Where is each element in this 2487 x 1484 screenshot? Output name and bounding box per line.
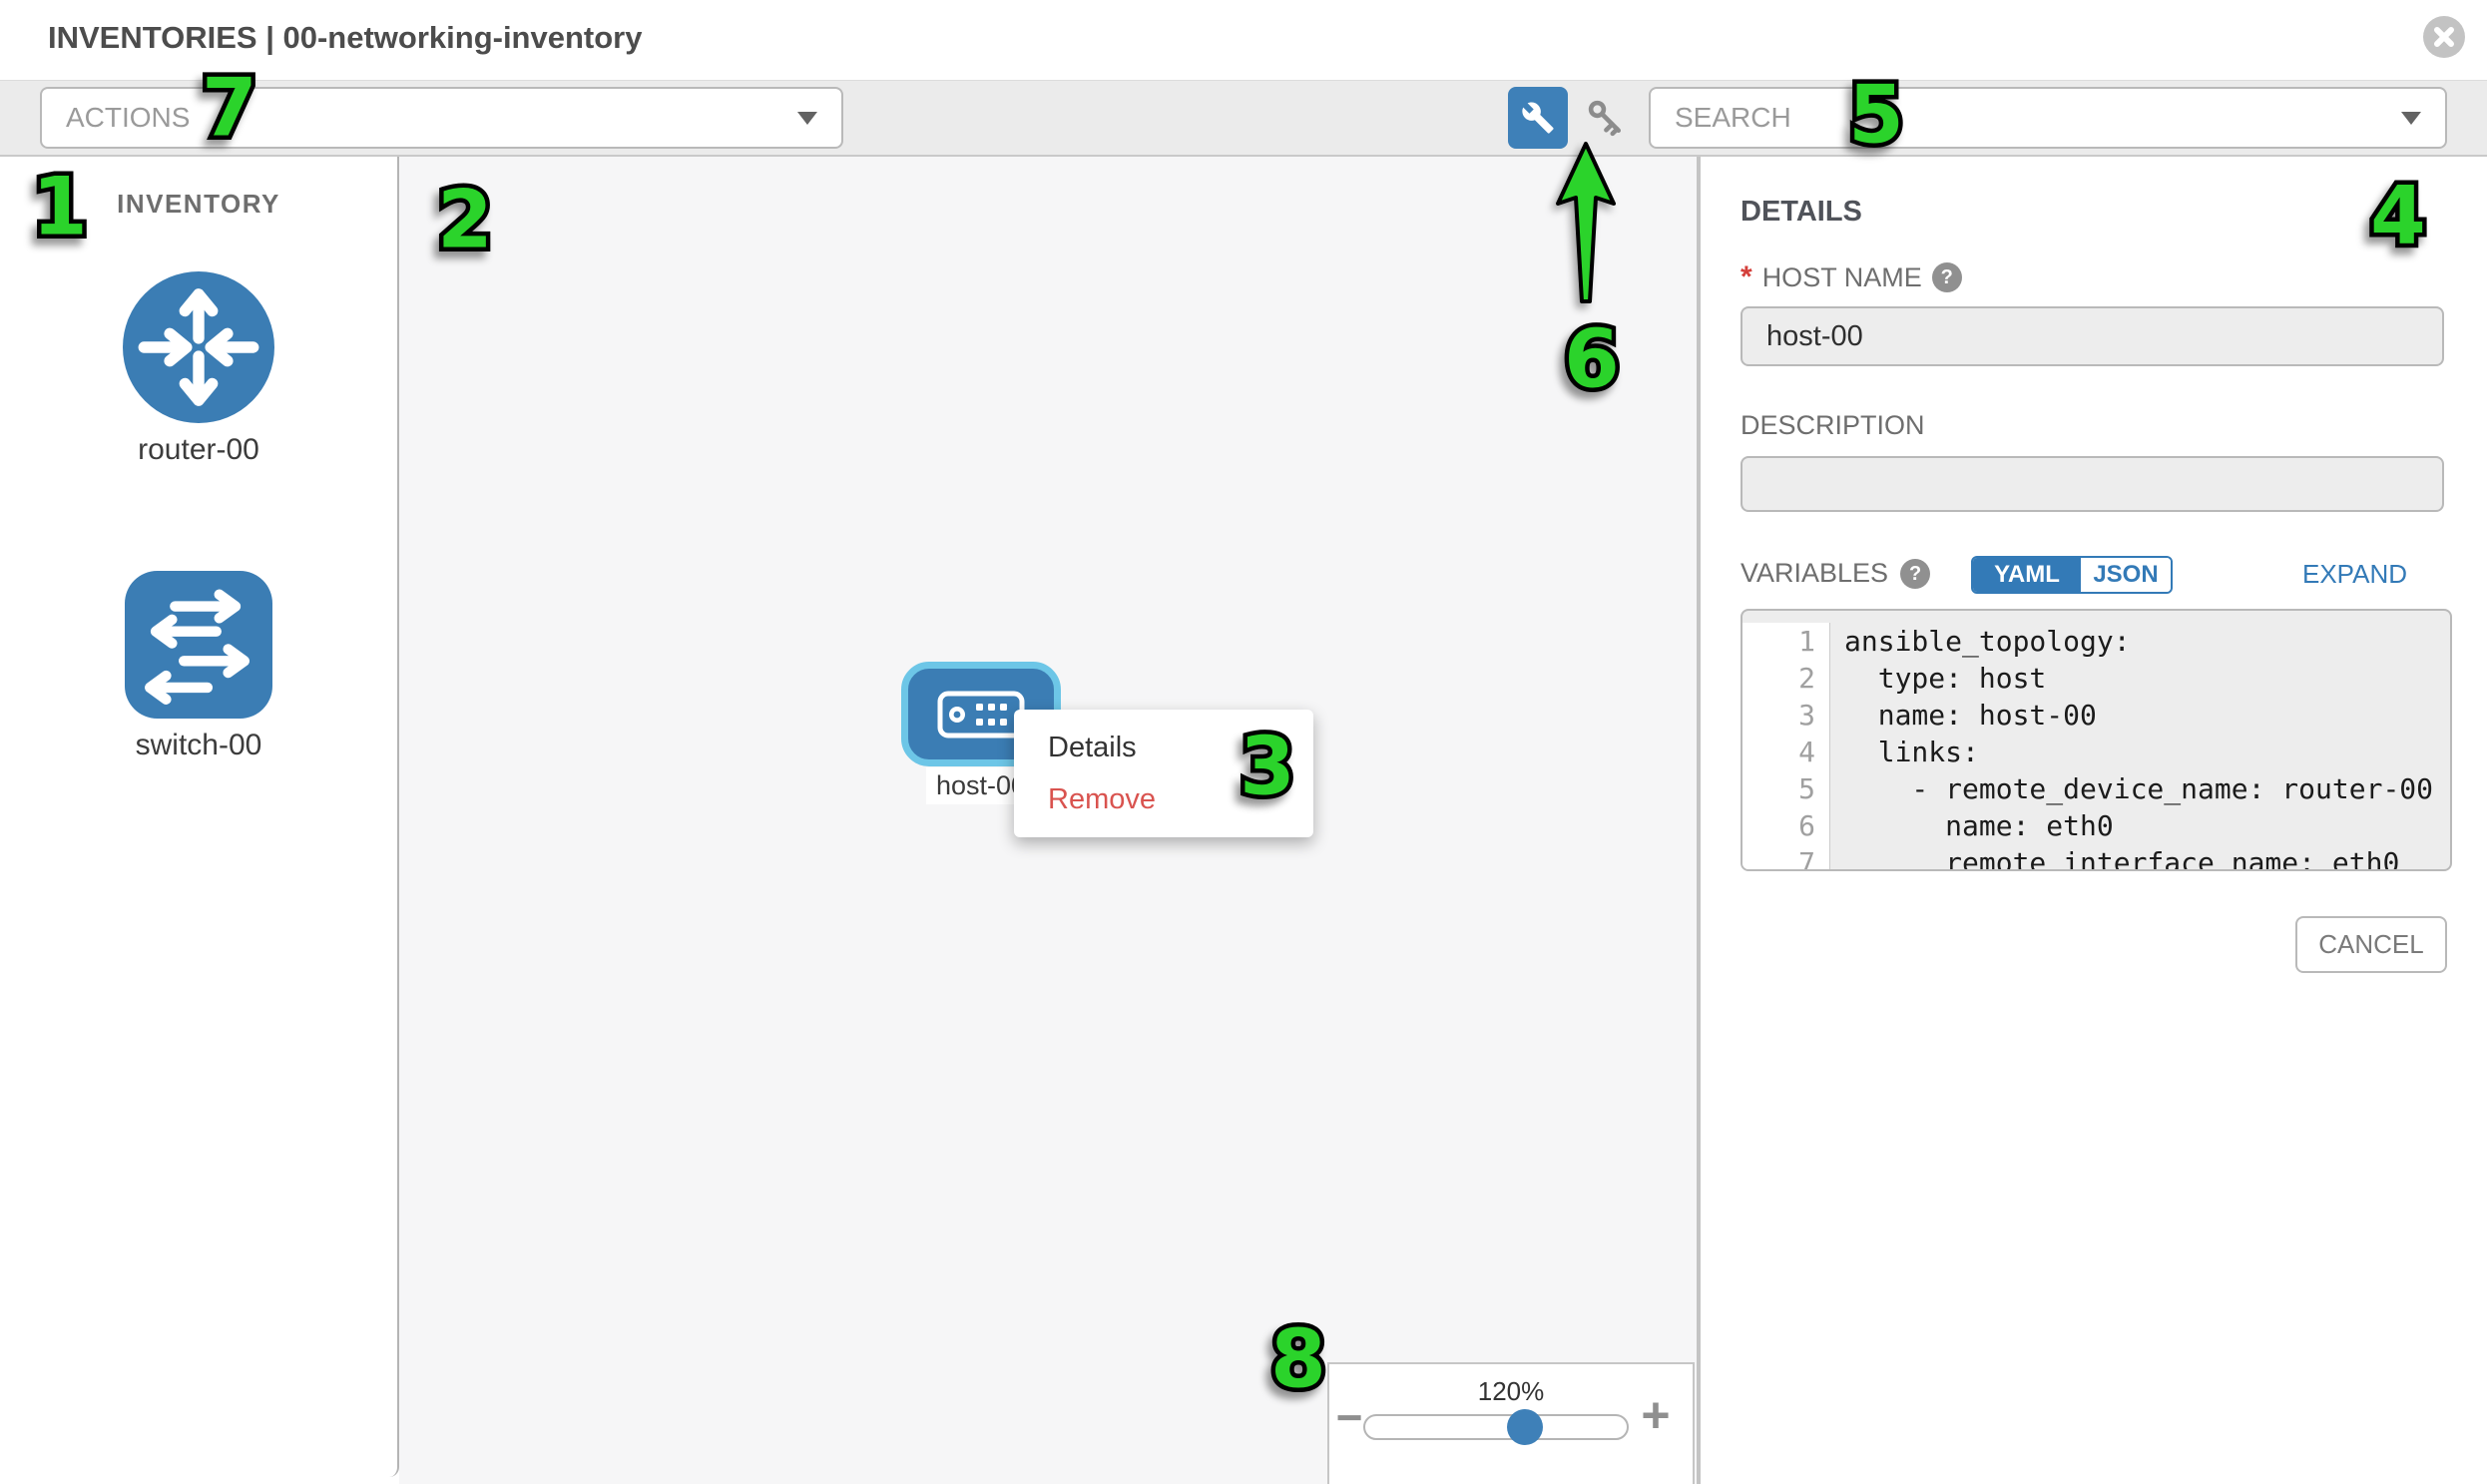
host-device-icon — [937, 691, 1025, 738]
page-title: INVENTORIES | 00-networking-inventory — [48, 20, 643, 55]
line-text: ansible_topology: — [1844, 625, 2131, 658]
line-number: 2 — [1742, 660, 1830, 697]
sidebar-item-label: router-00 — [138, 433, 259, 466]
variables-format-toggle: YAML JSON — [1971, 556, 2173, 594]
code-line: 1 ansible_topology: — [1742, 623, 2450, 660]
required-marker: * — [1741, 260, 1752, 293]
code-line: 2 type: host — [1742, 660, 2450, 697]
line-text: type: host — [1844, 662, 2047, 695]
variables-row: VARIABLES ? YAML JSON EXPAND — [1741, 555, 2449, 595]
line-text: links: — [1844, 736, 1979, 768]
chevron-down-icon — [2401, 111, 2421, 125]
description-input[interactable] — [1741, 456, 2444, 512]
zoom-in-button[interactable]: + — [1641, 1387, 1671, 1443]
cancel-button[interactable]: CANCEL — [2295, 916, 2447, 973]
topology-canvas[interactable]: host-00 Details Remove 120% − + — [399, 157, 1699, 1484]
switch-icon — [125, 571, 272, 719]
host-name-label-row: * HOST NAME ? — [1741, 260, 1962, 294]
toolbar: ACTIONS SEARCH — [0, 80, 2487, 157]
line-number: 1 — [1742, 623, 1830, 660]
expand-link[interactable]: EXPAND — [2302, 559, 2407, 589]
search-dropdown[interactable]: SEARCH — [1649, 87, 2447, 149]
json-toggle-button[interactable]: JSON — [2081, 558, 2171, 592]
zoom-control-panel: 120% − + — [1327, 1362, 1695, 1484]
host-name-label: HOST NAME — [1761, 261, 1922, 292]
inventory-sidebar: INVENTORY router-00 — [0, 157, 399, 1477]
variables-code-editor[interactable]: 1 ansible_topology: 2 type: host 3 name:… — [1741, 609, 2452, 871]
code-line: 4 links: — [1742, 734, 2450, 770]
code-line: 6 name: eth0 — [1742, 807, 2450, 844]
details-heading: DETAILS — [1741, 196, 1862, 228]
node-context-menu: Details Remove — [1014, 710, 1313, 837]
yaml-toggle-button[interactable]: YAML — [1973, 558, 2081, 592]
host-name-input[interactable] — [1741, 306, 2444, 366]
sidebar-heading: INVENTORY — [117, 189, 280, 219]
description-label-row: DESCRIPTION — [1741, 410, 1925, 441]
variables-label: VARIABLES — [1741, 558, 1889, 588]
line-text: name: host-00 — [1844, 699, 2097, 732]
help-icon[interactable]: ? — [1900, 558, 1931, 589]
line-text: remote_interface_name: eth0 — [1844, 846, 2400, 871]
context-menu-item-details[interactable]: Details — [1048, 732, 1137, 763]
sidebar-item-switch[interactable]: switch-00 — [124, 571, 273, 762]
line-number: 7 — [1742, 844, 1830, 869]
line-number: 4 — [1742, 734, 1830, 770]
code-line: 7 remote_interface_name: eth0 — [1742, 844, 2450, 871]
line-text: - remote_device_name: router-00 — [1844, 772, 2434, 805]
sidebar-item-router[interactable]: router-00 — [123, 271, 274, 467]
details-panel: DETAILS * HOST NAME ? DESCRIPTION VARIAB… — [1699, 157, 2487, 1484]
actions-dropdown[interactable]: ACTIONS — [40, 87, 843, 149]
help-icon[interactable]: ? — [1931, 262, 1962, 292]
key-credentials-button[interactable] — [1568, 80, 1644, 156]
context-menu-item-remove[interactable]: Remove — [1048, 783, 1156, 815]
line-number: 3 — [1742, 697, 1830, 734]
actions-dropdown-label: ACTIONS — [66, 102, 191, 133]
zoom-slider-track[interactable] — [1363, 1409, 1629, 1445]
chevron-down-icon — [797, 111, 817, 125]
line-text: name: eth0 — [1844, 809, 2114, 842]
code-line: 5 - remote_device_name: router-00 — [1742, 770, 2450, 807]
zoom-level-value: 120% — [1477, 1376, 1545, 1406]
close-icon — [2434, 27, 2454, 47]
description-label: DESCRIPTION — [1741, 410, 1925, 440]
zoom-out-button[interactable]: − — [1335, 1391, 1363, 1443]
wrench-icon — [1522, 102, 1554, 134]
key-icon — [1588, 100, 1622, 137]
close-button[interactable] — [2423, 16, 2465, 58]
line-number: 6 — [1742, 807, 1830, 844]
configure-topology-button[interactable] — [1508, 87, 1568, 149]
sidebar-item-label: switch-00 — [135, 729, 262, 761]
search-dropdown-label: SEARCH — [1675, 102, 1791, 133]
line-number: 5 — [1742, 770, 1830, 807]
router-icon — [123, 271, 274, 423]
code-line: 3 name: host-00 — [1742, 697, 2450, 734]
zoom-slider-thumb[interactable] — [1507, 1409, 1543, 1445]
